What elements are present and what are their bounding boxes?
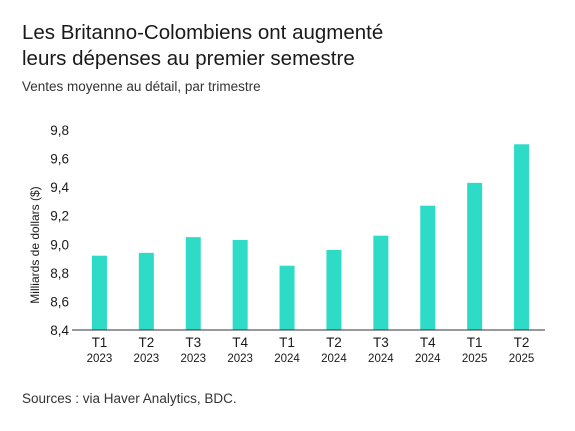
x-tick-label-quarter: T2: [138, 335, 154, 350]
x-tick-label-year: 2024: [274, 353, 300, 365]
chart-title: Les Britanno-Colombiens ont augmenté leu…: [22, 20, 562, 72]
bar: [514, 144, 530, 330]
x-tick-label-year: 2023: [87, 353, 113, 365]
x-tick-label-year: 2024: [415, 353, 441, 365]
x-tick-label-year: 2023: [180, 353, 206, 365]
y-tick-label: 9,8: [50, 123, 69, 138]
source-note: Sources : via Haver Analytics, BDC.: [22, 391, 237, 406]
x-tick-label-quarter: T1: [279, 335, 295, 350]
x-tick-label-year: 2025: [462, 353, 488, 365]
y-tick-label: 9,6: [50, 152, 69, 167]
x-tick-label-year: 2025: [509, 353, 535, 365]
x-tick-label-quarter: T1: [467, 335, 483, 350]
bar: [185, 237, 201, 330]
chart-title-line-2: leurs dépenses au premier semestre: [22, 47, 355, 70]
bar: [279, 265, 295, 330]
y-axis-ticks: 8,4 8,6 8,8 9,0 9,2 9,4 9,6 9,8: [50, 123, 69, 338]
y-tick-label: 8,4: [50, 323, 69, 338]
y-tick-label: 8,6: [50, 294, 69, 309]
bar: [91, 255, 107, 330]
bars: [91, 144, 530, 330]
y-axis-label: Milliards de dollars ($): [28, 186, 42, 303]
x-axis-labels: T1 2023 T2 2023 T3 2023 T4 2023 T1 2024 T2 2024 T3 20…: [87, 335, 535, 365]
bar: [326, 250, 342, 330]
y-tick-label: 9,2: [50, 209, 69, 224]
x-tick-label-year: 2024: [368, 353, 394, 365]
x-tick-label-year: 2023: [134, 353, 160, 365]
y-tick-label: 9,4: [50, 180, 69, 195]
x-tick-label-year: 2023: [227, 353, 253, 365]
x-tick-label-quarter: T4: [232, 335, 248, 350]
bar: [373, 235, 389, 330]
bar: [467, 182, 483, 330]
bar: [420, 205, 436, 330]
x-tick-label-quarter: T1: [92, 335, 108, 350]
bar: [138, 252, 154, 330]
x-tick-label-quarter: T2: [326, 335, 342, 350]
x-tick-label-quarter: T2: [514, 335, 530, 350]
y-tick-label: 8,8: [50, 266, 69, 281]
chart-title-line-1: Les Britanno-Colombiens ont augmenté: [22, 21, 384, 44]
x-tick-label-quarter: T3: [373, 335, 389, 350]
x-tick-label-quarter: T3: [185, 335, 201, 350]
bar: [232, 240, 248, 330]
chart-subtitle: Ventes moyenne au détail, par trimestre: [22, 79, 261, 94]
x-tick-label-year: 2024: [321, 353, 347, 365]
y-tick-label: 9,0: [50, 237, 69, 252]
x-tick-label-quarter: T4: [420, 335, 436, 350]
